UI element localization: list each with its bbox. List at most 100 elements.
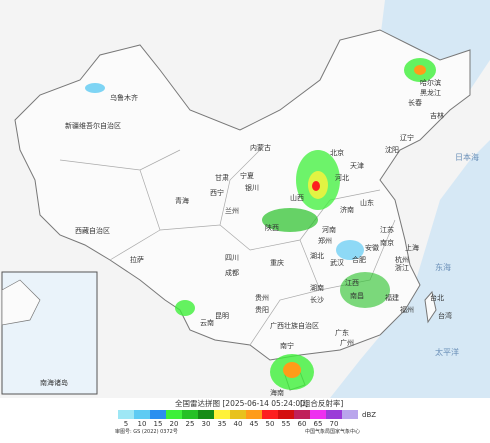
place-label: 长沙: [310, 295, 324, 304]
place-label: 哈尔滨: [420, 78, 441, 87]
approval: 审图号: GS (2022) 0372号: [115, 428, 178, 435]
legend-swatch: [230, 410, 246, 419]
place-label: 北京: [330, 148, 344, 157]
place-label: 陕西: [265, 223, 279, 232]
legend-swatch: [134, 410, 150, 419]
legend-swatch: [182, 410, 198, 419]
place-label: 太平洋: [435, 347, 459, 357]
echo: [340, 272, 390, 308]
place-label: 南昌: [350, 291, 364, 300]
legend-swatch: [342, 410, 358, 419]
echo: [283, 362, 301, 378]
legend-tick: 65: [314, 420, 323, 428]
place-label: 辽宁: [400, 133, 414, 142]
place-label: 昆明: [215, 312, 229, 320]
place-label: 重庆: [270, 258, 284, 267]
place-label: 福建: [385, 293, 399, 302]
place-label: 沈阳: [385, 145, 399, 154]
place-label: 吉林: [430, 111, 444, 120]
place-label: 长春: [408, 98, 422, 107]
legend-tick: 5: [124, 420, 128, 428]
place-label: 上海: [405, 243, 419, 252]
title: 全国雷达拼图 [2025-06-14 05:24:00]: [175, 398, 308, 408]
place-label: 江西: [345, 279, 359, 287]
place-label: 合肥: [352, 255, 366, 264]
place-label: 南宁: [280, 341, 294, 350]
place-label: 济南: [340, 205, 354, 214]
place-label: 湖北: [310, 251, 324, 260]
legend-tick: 60: [298, 420, 307, 428]
legend-swatch: [166, 410, 182, 419]
place-label: 黑龙江: [420, 88, 441, 97]
place-label: 广西壮族自治区: [270, 321, 319, 330]
legend-swatch: [262, 410, 278, 419]
legend-swatch: [214, 410, 230, 419]
legend-swatch: [294, 410, 310, 419]
legend-tick: 10: [138, 420, 147, 428]
legend-tick: 35: [218, 420, 227, 428]
place-label: 浙江: [395, 263, 409, 272]
place-label: 甘肃: [215, 173, 229, 182]
place-label: 西藏自治区: [75, 226, 110, 235]
place-label: 山西: [290, 193, 304, 202]
place-label: 云南: [200, 318, 214, 327]
place-label: 广东: [335, 328, 349, 337]
place-label: 杭州: [395, 255, 409, 264]
echo: [312, 181, 320, 191]
place-label: 海南: [270, 388, 284, 397]
legend-swatch: [246, 410, 262, 419]
legend-unit: dBZ: [362, 411, 376, 419]
south-china-sea-inset: [1, 271, 98, 395]
place-label: 郑州: [318, 237, 332, 245]
place-label: 安徽: [365, 243, 379, 252]
place-label: 东海: [435, 262, 451, 272]
place-label: 宁夏: [240, 171, 254, 180]
place-label: 四川: [225, 254, 239, 262]
place-label: 湖南: [310, 283, 324, 292]
taiwan: [424, 290, 437, 324]
place-label: 河北: [335, 174, 349, 182]
legend-tick: 70: [330, 420, 339, 428]
legend-swatch: [278, 410, 294, 419]
legend-tick: 55: [282, 420, 291, 428]
source: 中国气象局国家气象中心: [305, 428, 360, 435]
place-label: 贵州: [255, 293, 269, 302]
legend-tick: 40: [234, 420, 243, 428]
place-label: 成都: [225, 268, 239, 277]
echo: [175, 300, 195, 316]
legend-swatch: [150, 410, 166, 419]
place-label: 兰州: [225, 206, 239, 215]
legend-tick: 25: [186, 420, 195, 428]
echo: [414, 65, 426, 75]
legend-swatch: [198, 410, 214, 419]
product: [组合反射率]: [300, 398, 343, 408]
legend-tick: 30: [202, 420, 211, 428]
legend-swatch: [118, 410, 134, 419]
place-label: 青海: [175, 196, 189, 205]
place-label: 江苏: [380, 225, 394, 234]
place-label: 天津: [350, 162, 364, 170]
place-label: 西宁: [210, 188, 224, 197]
place-label: 南海诸岛: [40, 378, 68, 387]
place-label: 银川: [245, 183, 259, 192]
place-label: 内蒙古: [250, 143, 271, 152]
echo: [85, 83, 105, 93]
legend-tick: 45: [250, 420, 259, 428]
place-label: 乌鲁木齐: [110, 93, 138, 102]
place-label: 河南: [322, 225, 336, 234]
place-label: 贵阳: [255, 305, 269, 314]
place-label: 拉萨: [130, 255, 144, 264]
place-label: 日本海: [455, 152, 479, 162]
place-label: 武汉: [330, 258, 344, 267]
place-label: 福州: [400, 305, 414, 314]
place-label: 新疆维吾尔自治区: [65, 121, 121, 130]
place-label: 台北: [430, 293, 444, 302]
place-label: 南京: [380, 238, 394, 247]
legend-swatch: [326, 410, 342, 419]
sea: [330, 0, 490, 398]
inset-land: [1, 279, 41, 326]
legend-swatch: [310, 410, 326, 419]
echo: [336, 240, 364, 260]
legend-tick: 20: [170, 420, 179, 428]
